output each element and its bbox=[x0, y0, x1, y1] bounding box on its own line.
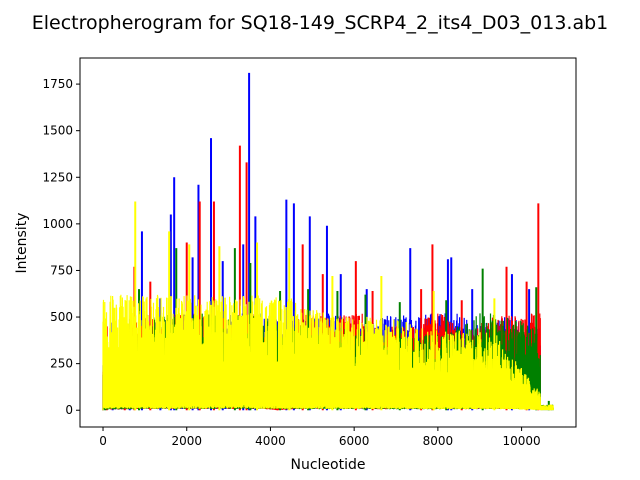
x-tick-label: 8000 bbox=[423, 434, 454, 448]
chart-title: Electropherogram for SQ18-149_SCRP4_2_it… bbox=[32, 12, 609, 34]
x-tick-label: 6000 bbox=[339, 434, 370, 448]
series-yellow bbox=[102, 201, 554, 411]
y-axis: 0 250 500 750 1000 1250 1500 1750 bbox=[42, 77, 80, 417]
x-tick-label: 2000 bbox=[171, 434, 202, 448]
y-tick-label: 0 bbox=[65, 403, 73, 417]
y-tick-label: 500 bbox=[50, 310, 73, 324]
y-tick-label: 1750 bbox=[42, 77, 73, 91]
y-tick-label: 250 bbox=[50, 357, 73, 371]
y-tick-label: 750 bbox=[50, 263, 73, 277]
x-axis: 0 2000 4000 6000 8000 10000 bbox=[99, 427, 541, 448]
series-layer bbox=[102, 72, 554, 411]
plot-frame bbox=[79, 57, 577, 428]
y-tick-label: 1000 bbox=[42, 217, 73, 231]
y-axis-label: Intensity bbox=[14, 213, 30, 274]
x-tick-label: 0 bbox=[99, 434, 107, 448]
trace-yellow bbox=[102, 294, 554, 411]
x-axis-label: Nucleotide bbox=[291, 457, 366, 473]
x-tick-label: 4000 bbox=[255, 434, 286, 448]
x-tick-label: 10000 bbox=[502, 434, 540, 448]
y-tick-label: 1500 bbox=[42, 124, 73, 138]
plot-area bbox=[79, 57, 577, 428]
y-tick-label: 1250 bbox=[42, 170, 73, 184]
